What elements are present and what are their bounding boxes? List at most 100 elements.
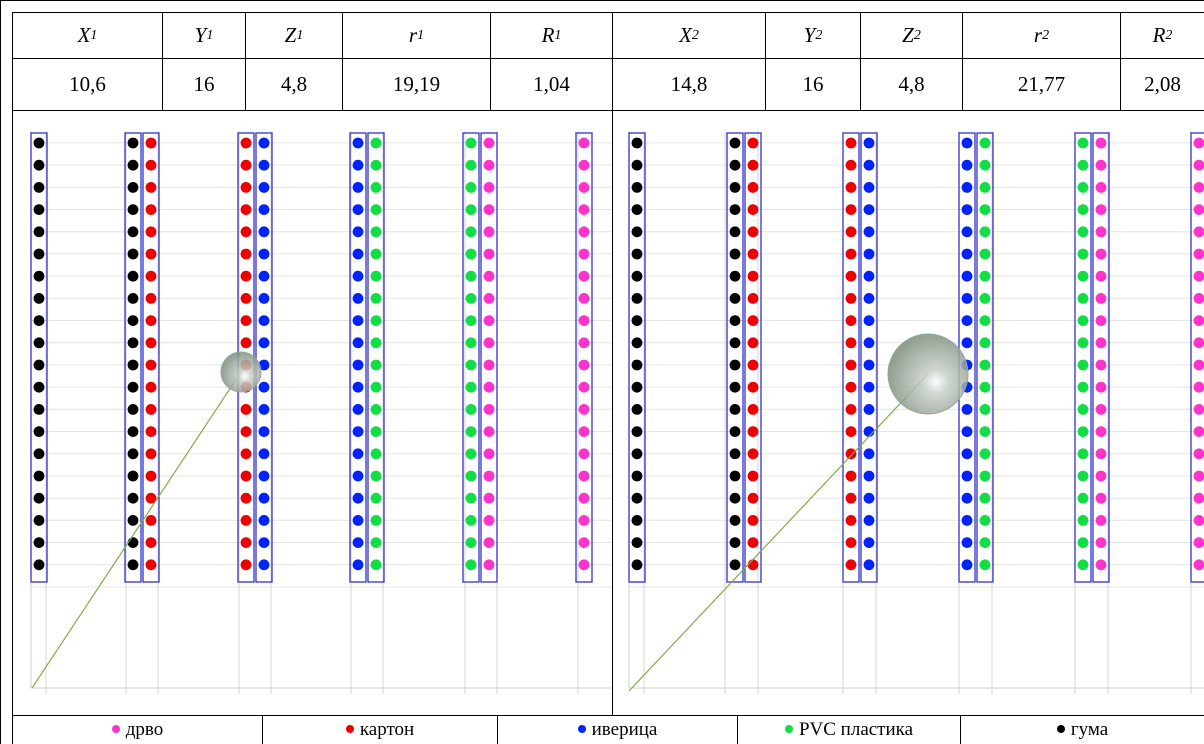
- sensor-dot: [33, 182, 45, 193]
- sensor-dot: [1095, 492, 1107, 504]
- sensor-dot: [352, 404, 364, 415]
- sensor-dot: [352, 448, 364, 460]
- object-sphere: [220, 351, 262, 393]
- sensor-dot: [465, 226, 477, 238]
- sensor-dot: [747, 381, 759, 393]
- position-vector-line: [628, 373, 929, 692]
- sensor-dot: [1193, 404, 1204, 415]
- sensor-dot: [465, 359, 477, 371]
- sensor-dot: [145, 470, 157, 482]
- sensor-dot: [483, 492, 495, 504]
- sensor-dot: [258, 337, 270, 349]
- sensor-dot: [465, 137, 477, 149]
- sensor-dot: [127, 537, 139, 548]
- sensor-dot: [863, 537, 875, 548]
- sensor-dot: [370, 226, 382, 238]
- sensor-dot: [578, 293, 590, 304]
- sensor-dot: [961, 404, 973, 415]
- sensor-dot: [483, 470, 495, 482]
- sensor-dot: [863, 137, 875, 149]
- sensor-dot: [729, 337, 741, 349]
- sensor-dot: [747, 359, 759, 371]
- sensor-dot: [258, 137, 270, 149]
- sensor-dot: [145, 270, 157, 282]
- sensor-dot: [352, 381, 364, 393]
- sensor-dot: [747, 248, 759, 260]
- sensor-dot: [979, 270, 991, 282]
- sensor-dot: [729, 515, 741, 526]
- sensor-dot: [258, 270, 270, 282]
- sensor-dot: [578, 470, 590, 482]
- sensor-dot: [979, 426, 991, 437]
- sensor-dot: [845, 515, 857, 526]
- sensor-column: [255, 132, 273, 583]
- sensor-dot: [145, 182, 157, 193]
- sensor-dot: [240, 426, 252, 437]
- sensor-dot: [145, 337, 157, 349]
- sensor-dot: [483, 559, 495, 571]
- sensor-dot: [631, 315, 643, 326]
- sensor-dot: [127, 381, 139, 393]
- sensor-dot: [33, 381, 45, 393]
- sensor-dot: [1193, 426, 1204, 437]
- sensor-dot: [631, 470, 643, 482]
- sensor-dot: [979, 159, 991, 171]
- sensor-dot: [352, 337, 364, 349]
- value-cell: 4,8: [245, 58, 342, 110]
- sensor-dot: [352, 159, 364, 171]
- legend-dot-icon: [345, 725, 354, 733]
- sensor-dot: [370, 515, 382, 526]
- sensor-dot: [483, 293, 495, 304]
- sensor-dot: [240, 226, 252, 238]
- sensor-dot: [845, 204, 857, 215]
- sensor-dot: [483, 515, 495, 526]
- sensor-dot: [352, 470, 364, 482]
- sensor-dot: [578, 381, 590, 393]
- sensor-dot: [145, 492, 157, 504]
- sensor-dot: [845, 315, 857, 326]
- header-subscript: 1: [296, 27, 304, 43]
- sensor-dot: [258, 204, 270, 215]
- sensor-dot: [863, 204, 875, 215]
- sensor-dot: [1095, 470, 1107, 482]
- sensor-dot: [578, 226, 590, 238]
- sensor-dot: [863, 359, 875, 371]
- sensor-dot: [483, 226, 495, 238]
- sensor-dot: [352, 492, 364, 504]
- sensor-dot: [1095, 404, 1107, 415]
- sensor-dot: [1095, 270, 1107, 282]
- sensor-dot: [979, 315, 991, 326]
- sensor-dot: [863, 293, 875, 304]
- sensor-dot: [258, 426, 270, 437]
- sensor-dot: [352, 515, 364, 526]
- sensor-dot: [258, 537, 270, 548]
- sensor-dot: [1077, 337, 1089, 349]
- sensor-dot: [979, 137, 991, 149]
- sensor-dot: [370, 315, 382, 326]
- sensor-dot: [258, 359, 270, 371]
- sensor-dot: [1193, 337, 1204, 349]
- sensor-dot: [863, 270, 875, 282]
- sensor-dot: [1095, 248, 1107, 260]
- sensor-dot: [729, 315, 741, 326]
- header-subscript: 2: [1165, 27, 1173, 43]
- sensor-dot: [127, 315, 139, 326]
- sensor-dot: [465, 182, 477, 193]
- sensor-dot: [1077, 404, 1089, 415]
- sensor-dot: [747, 537, 759, 548]
- sensor-dot: [33, 559, 45, 571]
- sensor-dot: [33, 359, 45, 371]
- sensor-dot: [631, 137, 643, 149]
- sensor-dot: [1095, 293, 1107, 304]
- sensor-dot: [483, 248, 495, 260]
- header-subscript: 2: [913, 27, 921, 43]
- sensor-dot: [961, 270, 973, 282]
- sensor-dot: [729, 204, 741, 215]
- sensor-dot: [1095, 315, 1107, 326]
- sensor-dot: [631, 359, 643, 371]
- sensor-dot: [729, 182, 741, 193]
- sensor-dot: [845, 426, 857, 437]
- sensor-dot: [1077, 426, 1089, 437]
- value-cell: 10,6: [12, 58, 162, 110]
